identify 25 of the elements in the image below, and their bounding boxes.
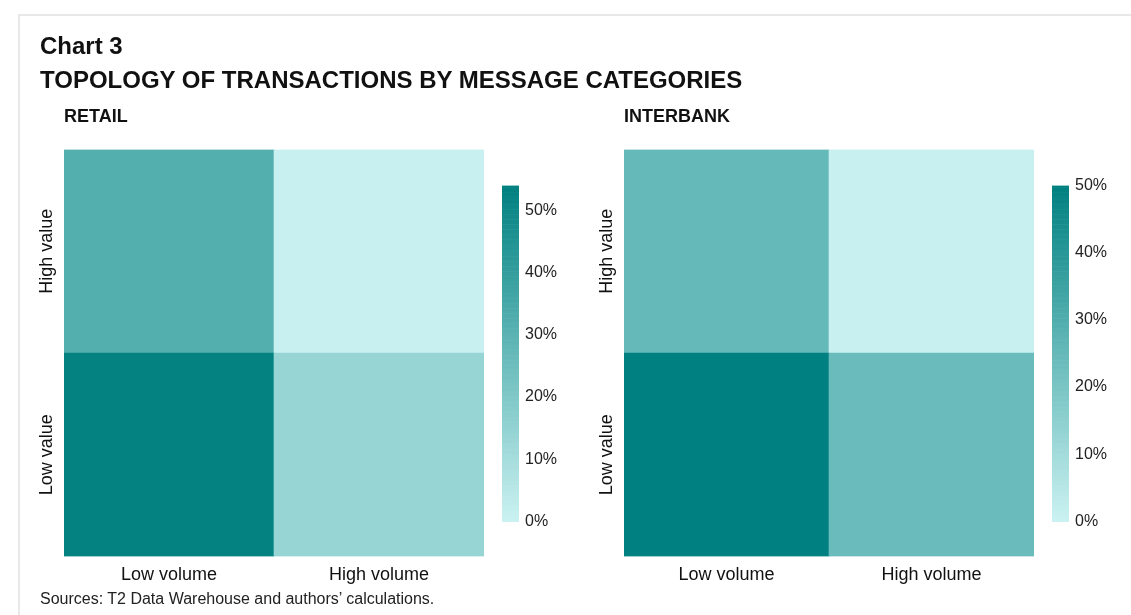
chart-title: INTERBANK (624, 105, 730, 126)
color-bar-label: 40% (525, 263, 558, 281)
color-bar-label: 20% (525, 387, 558, 405)
text: TOPOLOGY OF TRANSACTIONS BY MESSAGE CATEGORIES (40, 66, 743, 94)
y-tick-label: Low value (35, 414, 56, 496)
source-note: Sources: T2 Data Warehouse and authors’ calculations. (40, 590, 435, 608)
x-tick-label: Low volume (678, 564, 775, 585)
color-bar-label: 30% (525, 325, 558, 343)
text: Chart 3 (40, 32, 123, 60)
color-bar-label: 40% (1075, 243, 1108, 261)
color-bar-label: 10% (1075, 444, 1108, 462)
color-bar-label: 30% (1075, 310, 1108, 328)
color-bar-label: 50% (1075, 176, 1108, 194)
y-tick-label: Low value (595, 414, 616, 496)
color-bar-label: 50% (525, 200, 558, 218)
x-tick-label: High volume (328, 564, 430, 585)
color-bar-label: 0% (1075, 511, 1099, 529)
color-bar-label: 10% (525, 449, 558, 467)
x-tick-label: Low volume (120, 564, 218, 585)
y-tick-label: High value (595, 208, 616, 294)
x-tick-label: High volume (881, 564, 982, 585)
color-bar-label: 20% (1075, 377, 1108, 395)
y-tick-label: High value (35, 208, 56, 294)
color-bar-label: 0% (525, 511, 549, 529)
chart-title: RETAIL (64, 105, 128, 126)
